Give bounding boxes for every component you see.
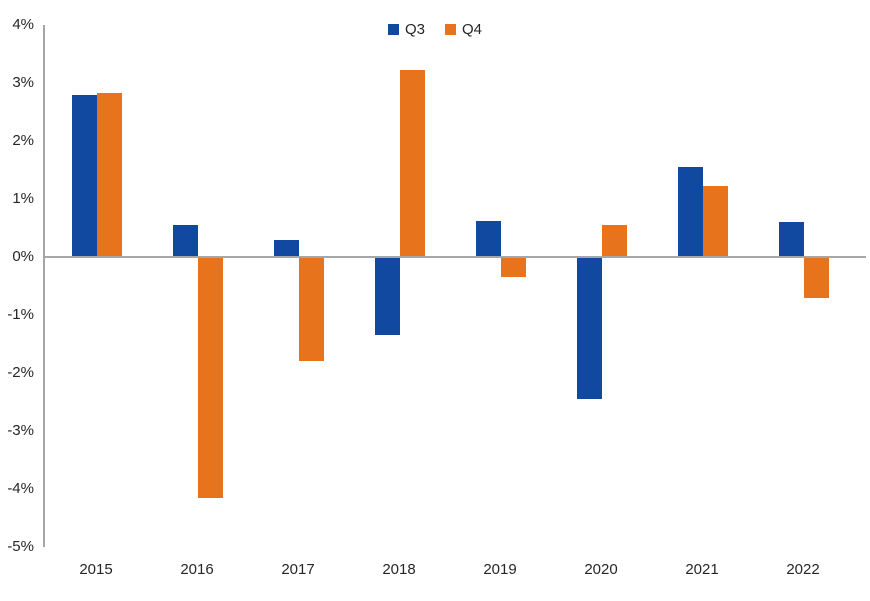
- bar-2020-q4: [602, 225, 627, 257]
- y-tick-label--5pct: -5%: [7, 538, 34, 555]
- bar-2021-q3: [678, 167, 703, 257]
- y-tick-label-2pct: 2%: [12, 132, 34, 149]
- bar-2018-q4: [400, 70, 425, 257]
- y-axis-line: [43, 25, 45, 547]
- legend-label-q3: Q3: [404, 21, 425, 38]
- bar-2016-q3: [173, 225, 198, 257]
- y-tick-label--3pct: -3%: [7, 422, 34, 439]
- chart-legend: Q3 Q4: [0, 21, 870, 38]
- zero-gridline: [44, 256, 866, 258]
- x-label-2019: 2019: [483, 561, 517, 578]
- y-tick-label-1pct: 1%: [12, 190, 34, 207]
- bar-2022-q4: [804, 257, 829, 298]
- legend-label-q4: Q4: [462, 21, 483, 38]
- bar-2019-q3: [476, 221, 501, 257]
- bar-2020-q3: [577, 257, 602, 400]
- x-label-2016: 2016: [180, 561, 214, 578]
- legend-swatch-q4-icon: [445, 24, 456, 35]
- bar-2015-q4: [97, 93, 122, 257]
- x-label-2018: 2018: [382, 561, 416, 578]
- x-label-2015: 2015: [79, 561, 113, 578]
- bar-2021-q4: [703, 186, 728, 257]
- bar-2017-q4: [299, 257, 324, 362]
- legend-item-q4: Q4: [445, 21, 482, 38]
- bar-2015-q3: [72, 94, 97, 257]
- x-label-2017: 2017: [281, 561, 315, 578]
- y-tick-label--2pct: -2%: [7, 364, 34, 381]
- y-tick-label--1pct: -1%: [7, 306, 34, 323]
- bar-2017-q3: [274, 239, 299, 257]
- y-tick-label-3pct: 3%: [12, 74, 34, 91]
- x-label-2021: 2021: [685, 561, 719, 578]
- bar-2022-q3: [779, 222, 804, 257]
- y-tick-label--4pct: -4%: [7, 480, 34, 497]
- y-tick-label-4pct: 4%: [12, 16, 34, 33]
- bar-2018-q3: [375, 257, 400, 336]
- x-label-2022: 2022: [786, 561, 820, 578]
- bar-2016-q4: [198, 257, 223, 498]
- x-label-2020: 2020: [584, 561, 618, 578]
- legend-swatch-q3-icon: [387, 24, 399, 35]
- legend-item-q3: Q3: [387, 21, 425, 38]
- y-tick-label-0pct: 0%: [12, 248, 34, 265]
- bar-2019-q4: [501, 257, 526, 278]
